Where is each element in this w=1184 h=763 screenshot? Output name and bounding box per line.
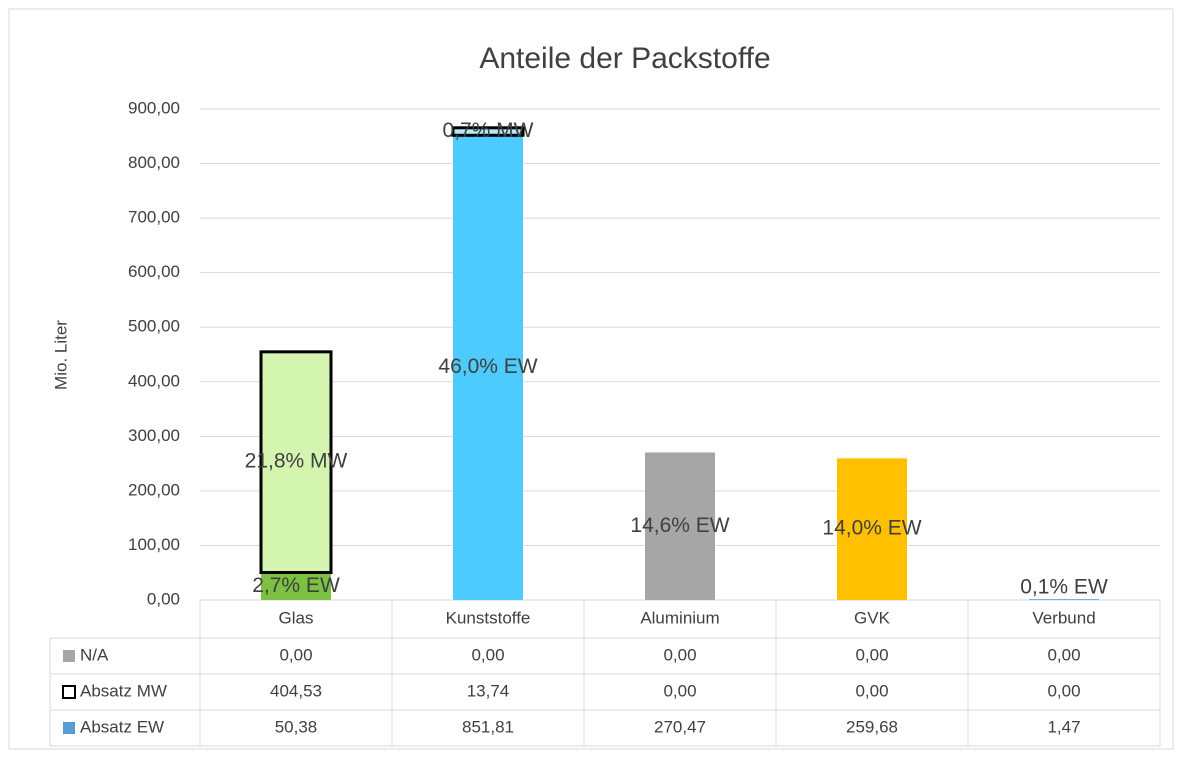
bar	[837, 458, 907, 600]
y-tick-label: 700,00	[128, 208, 180, 227]
table-value: 1,47	[1047, 717, 1080, 736]
table-value: 0,00	[279, 645, 312, 664]
table-value: 0,00	[663, 645, 696, 664]
table-value: 0,00	[471, 645, 504, 664]
data-label: 0,1% EW	[1020, 576, 1108, 599]
bar	[453, 135, 523, 600]
y-tick-label: 900,00	[128, 98, 180, 117]
bar	[259, 350, 333, 575]
bar	[261, 572, 331, 600]
table-value: 0,00	[1047, 681, 1080, 700]
chart-frame	[8, 8, 1174, 750]
y-tick-label: 100,00	[128, 535, 180, 554]
y-tick-label: 0,00	[147, 589, 180, 608]
legend-label: N/A	[80, 645, 109, 664]
data-label: 14,6% EW	[630, 514, 729, 537]
table-value: 270,47	[654, 717, 706, 736]
table-value: 0,00	[855, 681, 888, 700]
y-tick-label: 500,00	[128, 317, 180, 336]
legend-key	[62, 685, 76, 699]
y-tick-label: 200,00	[128, 480, 180, 499]
data-label: 46,0% EW	[438, 355, 537, 378]
chart-title: Anteile der Packstoffe	[479, 42, 770, 75]
y-tick-label: 800,00	[128, 153, 180, 172]
legend-key	[63, 650, 75, 662]
y-tick-label: 300,00	[128, 426, 180, 445]
table-value: 0,00	[663, 681, 696, 700]
x-tick-label: GVK	[854, 608, 891, 627]
data-label: 2,7% EW	[252, 574, 340, 597]
table-value: 0,00	[855, 645, 888, 664]
data-label: 14,0% EW	[822, 517, 921, 540]
table-value: 0,00	[1047, 645, 1080, 664]
y-tick-label: 400,00	[128, 371, 180, 390]
x-tick-label: Kunststoffe	[446, 608, 531, 627]
legend-label: Absatz MW	[80, 681, 167, 700]
table-value: 50,38	[275, 717, 318, 736]
data-label: 21,8% MW	[245, 450, 348, 473]
data-label: 0,7% MW	[442, 119, 533, 142]
legend-key	[63, 722, 75, 734]
legend-label: Absatz EW	[80, 717, 164, 736]
table-value: 259,68	[846, 717, 898, 736]
bar	[645, 452, 715, 600]
x-tick-label: Glas	[279, 608, 314, 627]
table-value: 13,74	[467, 681, 510, 700]
y-tick-label: 600,00	[128, 262, 180, 281]
bar	[451, 126, 525, 137]
y-axis-label: Mio. Liter	[51, 320, 70, 390]
table-value: 851,81	[462, 717, 514, 736]
bar	[1029, 599, 1099, 600]
x-tick-label: Aluminium	[640, 608, 719, 627]
table-value: 404,53	[270, 681, 322, 700]
x-tick-label: Verbund	[1032, 608, 1095, 627]
